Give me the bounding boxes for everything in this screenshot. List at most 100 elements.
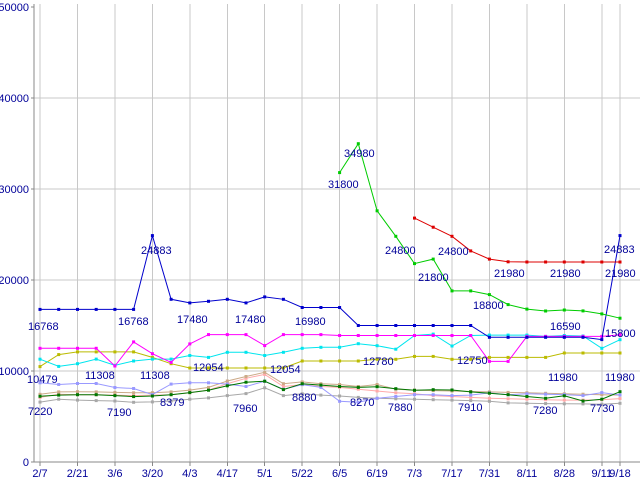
series-gray-marker bbox=[150, 400, 154, 404]
series-dark-green-marker bbox=[113, 394, 117, 398]
series-cyan-marker bbox=[76, 362, 79, 366]
series-olive-marker bbox=[244, 366, 248, 370]
series-slate-blue-marker bbox=[169, 382, 173, 386]
x-tick-label: 8/28 bbox=[554, 468, 575, 480]
series-tan-marker bbox=[94, 390, 98, 394]
series-pink-marker bbox=[394, 391, 398, 395]
value-label: 11308 bbox=[140, 370, 170, 382]
series-slate-blue-marker bbox=[450, 394, 454, 398]
series-slate-blue-marker bbox=[375, 396, 379, 400]
series-slate-blue-marker bbox=[94, 382, 98, 385]
series-olive-marker bbox=[450, 357, 454, 361]
series-slate-blue-marker bbox=[394, 395, 398, 398]
series-dark-green-marker bbox=[57, 393, 61, 397]
y-tick-label: 20000 bbox=[0, 275, 29, 287]
series-gray-marker bbox=[319, 393, 323, 397]
axes bbox=[31, 4, 640, 466]
series-slate-blue-line bbox=[39, 380, 621, 403]
series-olive-marker bbox=[150, 355, 154, 359]
series-dark-green-marker bbox=[150, 394, 154, 398]
series-navy-marker bbox=[562, 335, 566, 339]
series-navy-marker bbox=[469, 324, 473, 327]
series-gray-marker bbox=[132, 400, 136, 404]
x-tick-label: 6/5 bbox=[332, 468, 347, 480]
series-slate-blue-marker bbox=[38, 381, 42, 385]
series-slate-blue-marker bbox=[207, 381, 210, 385]
y-tick-label: 50000 bbox=[0, 2, 29, 14]
series-cyan-marker bbox=[38, 357, 42, 361]
series-dark-green-marker bbox=[319, 383, 323, 387]
series-gray-marker bbox=[618, 401, 622, 405]
series-olive-marker bbox=[375, 357, 379, 361]
series-navy-marker bbox=[244, 301, 248, 305]
series-green-marker bbox=[581, 309, 585, 313]
series-tan-marker bbox=[169, 390, 173, 394]
series-magenta-marker bbox=[94, 346, 98, 350]
series-gray-marker bbox=[38, 400, 42, 404]
series-green-marker bbox=[525, 307, 529, 311]
series-navy-marker bbox=[76, 307, 79, 311]
series-olive-marker bbox=[319, 359, 323, 363]
series-dark-green-marker bbox=[431, 388, 435, 392]
value-label: 7960 bbox=[233, 403, 257, 415]
series-gray-marker bbox=[225, 394, 229, 398]
value-label: 24800 bbox=[385, 245, 416, 257]
value-label: 16980 bbox=[295, 316, 326, 328]
value-label: 17480 bbox=[235, 314, 266, 326]
value-label: 21980 bbox=[605, 268, 636, 280]
value-label: 8379 bbox=[160, 397, 184, 409]
series-dark-green-marker bbox=[375, 385, 379, 389]
series-navy-marker bbox=[150, 234, 154, 238]
series-olive-marker bbox=[413, 354, 416, 358]
series-olive-marker bbox=[263, 366, 267, 370]
series-navy-marker bbox=[506, 335, 510, 339]
series-cyan-marker bbox=[618, 338, 622, 342]
series-dark-green-marker bbox=[132, 395, 136, 399]
series-gray-marker bbox=[600, 402, 604, 406]
series-green-marker bbox=[618, 316, 622, 320]
series-navy-marker bbox=[544, 335, 548, 339]
series-olive-marker bbox=[356, 359, 360, 363]
series-cyan-marker bbox=[132, 359, 136, 363]
series-green-marker bbox=[431, 257, 435, 261]
series-tan-marker bbox=[132, 391, 136, 395]
series-slate-blue-marker bbox=[544, 392, 548, 396]
series-tan-marker bbox=[38, 392, 42, 396]
series-red-marker bbox=[431, 225, 435, 229]
series-slate-blue-marker bbox=[581, 394, 585, 398]
series-cyan-marker bbox=[263, 354, 267, 357]
series-magenta-marker bbox=[244, 333, 248, 337]
series-pink-marker bbox=[263, 372, 267, 376]
series-slate-blue-marker bbox=[356, 400, 360, 404]
value-label: 11308 bbox=[85, 370, 115, 382]
series-dark-green-marker bbox=[413, 388, 416, 392]
value-label: 12780 bbox=[363, 356, 394, 368]
value-label: 18800 bbox=[473, 300, 504, 312]
series-pink-marker bbox=[562, 398, 566, 402]
series-olive-marker bbox=[581, 351, 585, 355]
y-axis-labels: 0 10000 20000 30000 40000 50000 bbox=[0, 2, 29, 469]
series-pink-marker bbox=[487, 396, 491, 400]
series-olive-marker bbox=[132, 350, 136, 354]
series-olive-line bbox=[39, 351, 620, 369]
series-cyan-marker bbox=[94, 357, 98, 361]
series-slate-blue-marker bbox=[618, 393, 622, 397]
series-navy bbox=[38, 233, 622, 342]
value-label: 8270 bbox=[350, 397, 374, 409]
vertical-gridlines bbox=[39, 4, 621, 462]
series-magenta-marker bbox=[450, 334, 454, 337]
series-navy-marker bbox=[132, 307, 136, 311]
x-tick-label: 7/3 bbox=[407, 468, 422, 480]
series-magenta-line bbox=[40, 334, 621, 367]
series-gray-marker bbox=[188, 397, 192, 401]
series-dark-green-marker bbox=[356, 385, 360, 389]
series-slate-blue bbox=[38, 379, 622, 404]
series-slate-blue-marker bbox=[132, 387, 136, 390]
series-tan-marker bbox=[207, 385, 210, 389]
x-tick-label: 8/11 bbox=[517, 468, 538, 480]
series-navy-marker bbox=[300, 306, 304, 309]
series-gray-marker bbox=[450, 398, 454, 402]
horizontal-gridlines bbox=[34, 97, 640, 372]
series-tan-marker bbox=[506, 390, 510, 394]
